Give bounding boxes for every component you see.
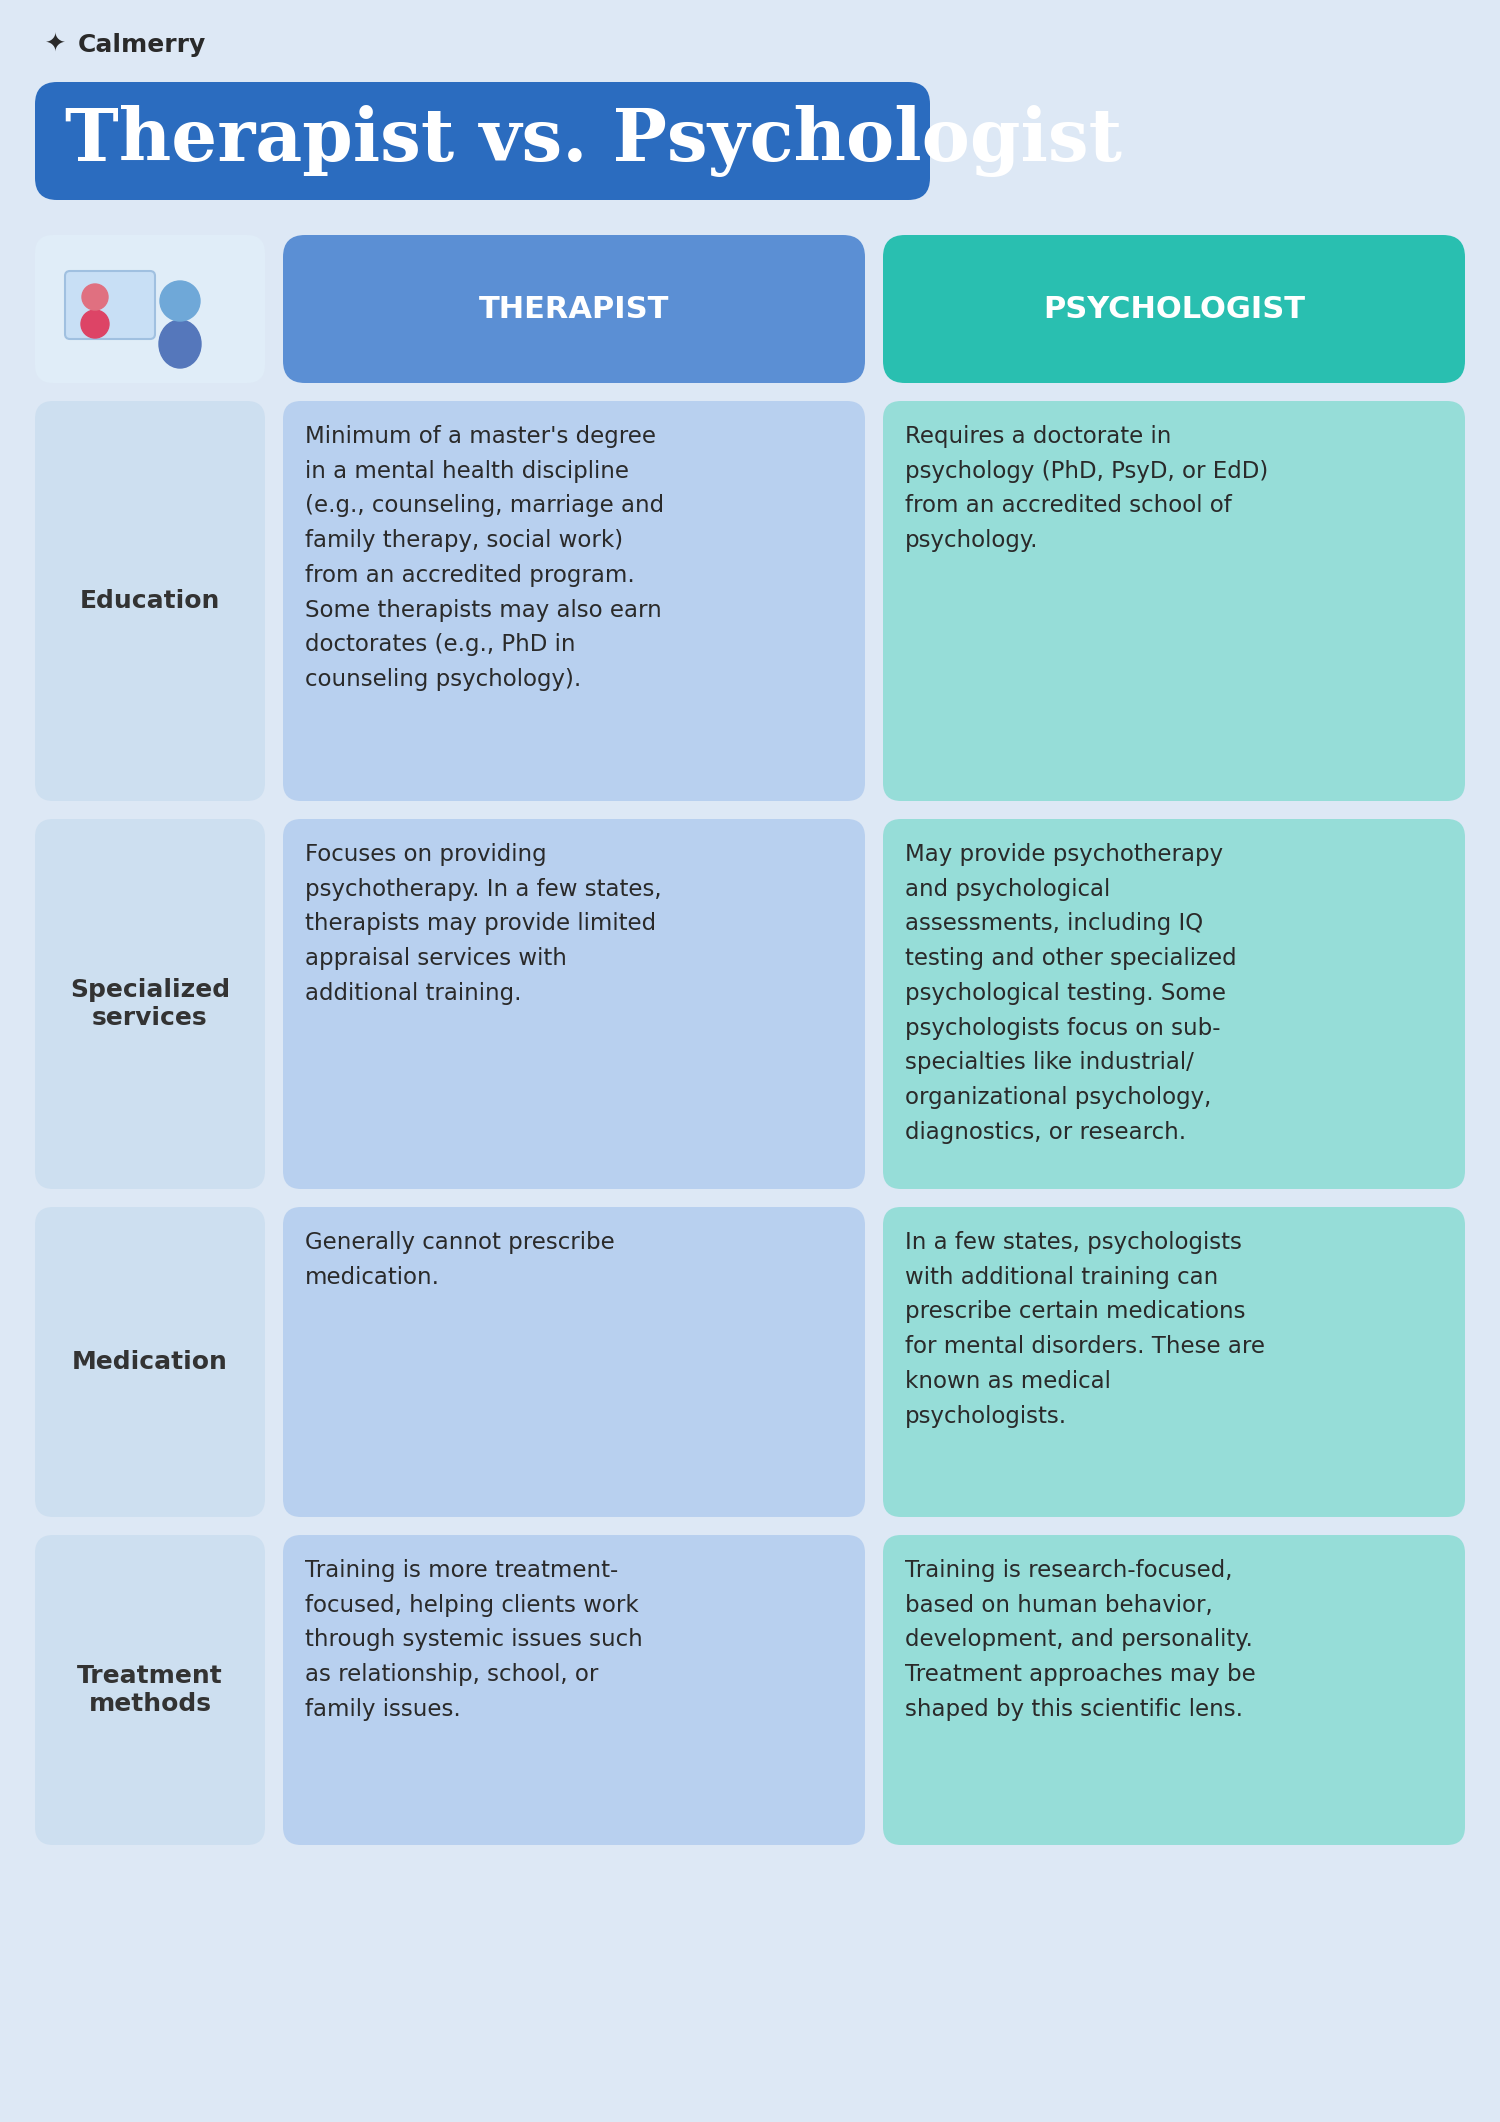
FancyBboxPatch shape <box>34 819 266 1188</box>
FancyBboxPatch shape <box>884 1534 1466 1844</box>
Text: Generally cannot prescribe
medication.: Generally cannot prescribe medication. <box>304 1231 615 1288</box>
FancyBboxPatch shape <box>34 83 930 199</box>
Ellipse shape <box>159 320 201 367</box>
FancyBboxPatch shape <box>284 401 865 800</box>
Text: Specialized
services: Specialized services <box>70 978 230 1029</box>
FancyBboxPatch shape <box>884 236 1466 382</box>
Circle shape <box>160 280 200 320</box>
Text: Minimum of a master's degree
in a mental health discipline
(e.g., counseling, ma: Minimum of a master's degree in a mental… <box>304 424 664 692</box>
Text: In a few states, psychologists
with additional training can
prescribe certain me: In a few states, psychologists with addi… <box>904 1231 1264 1428</box>
Ellipse shape <box>81 310 110 337</box>
FancyBboxPatch shape <box>284 1534 865 1844</box>
Text: Focuses on providing
psychotherapy. In a few states,
therapists may provide limi: Focuses on providing psychotherapy. In a… <box>304 842 662 1006</box>
Text: Treatment
methods: Treatment methods <box>76 1664 224 1717</box>
FancyBboxPatch shape <box>884 819 1466 1188</box>
FancyBboxPatch shape <box>34 401 266 800</box>
Text: Calmerry: Calmerry <box>78 34 206 57</box>
FancyBboxPatch shape <box>34 1207 266 1517</box>
FancyBboxPatch shape <box>284 1207 865 1517</box>
Text: Medication: Medication <box>72 1350 228 1375</box>
FancyBboxPatch shape <box>884 401 1466 800</box>
Text: Training is more treatment-
focused, helping clients work
through systemic issue: Training is more treatment- focused, hel… <box>304 1560 642 1721</box>
FancyBboxPatch shape <box>34 236 266 382</box>
Text: Requires a doctorate in
psychology (PhD, PsyD, or EdD)
from an accredited school: Requires a doctorate in psychology (PhD,… <box>904 424 1268 552</box>
Text: PSYCHOLOGIST: PSYCHOLOGIST <box>1042 295 1305 323</box>
Text: THERAPIST: THERAPIST <box>478 295 669 323</box>
Circle shape <box>82 284 108 310</box>
Bar <box>0 0 1500 79</box>
Text: Education: Education <box>80 590 220 613</box>
Text: Therapist vs. Psychologist: Therapist vs. Psychologist <box>64 104 1122 176</box>
Text: ✦: ✦ <box>45 34 66 57</box>
FancyBboxPatch shape <box>284 819 865 1188</box>
Text: Training is research-focused,
based on human behavior,
development, and personal: Training is research-focused, based on h… <box>904 1560 1256 1721</box>
FancyBboxPatch shape <box>34 1534 266 1844</box>
FancyBboxPatch shape <box>284 236 865 382</box>
FancyBboxPatch shape <box>64 272 154 340</box>
FancyBboxPatch shape <box>884 1207 1466 1517</box>
Text: May provide psychotherapy
and psychological
assessments, including IQ
testing an: May provide psychotherapy and psychologi… <box>904 842 1236 1144</box>
